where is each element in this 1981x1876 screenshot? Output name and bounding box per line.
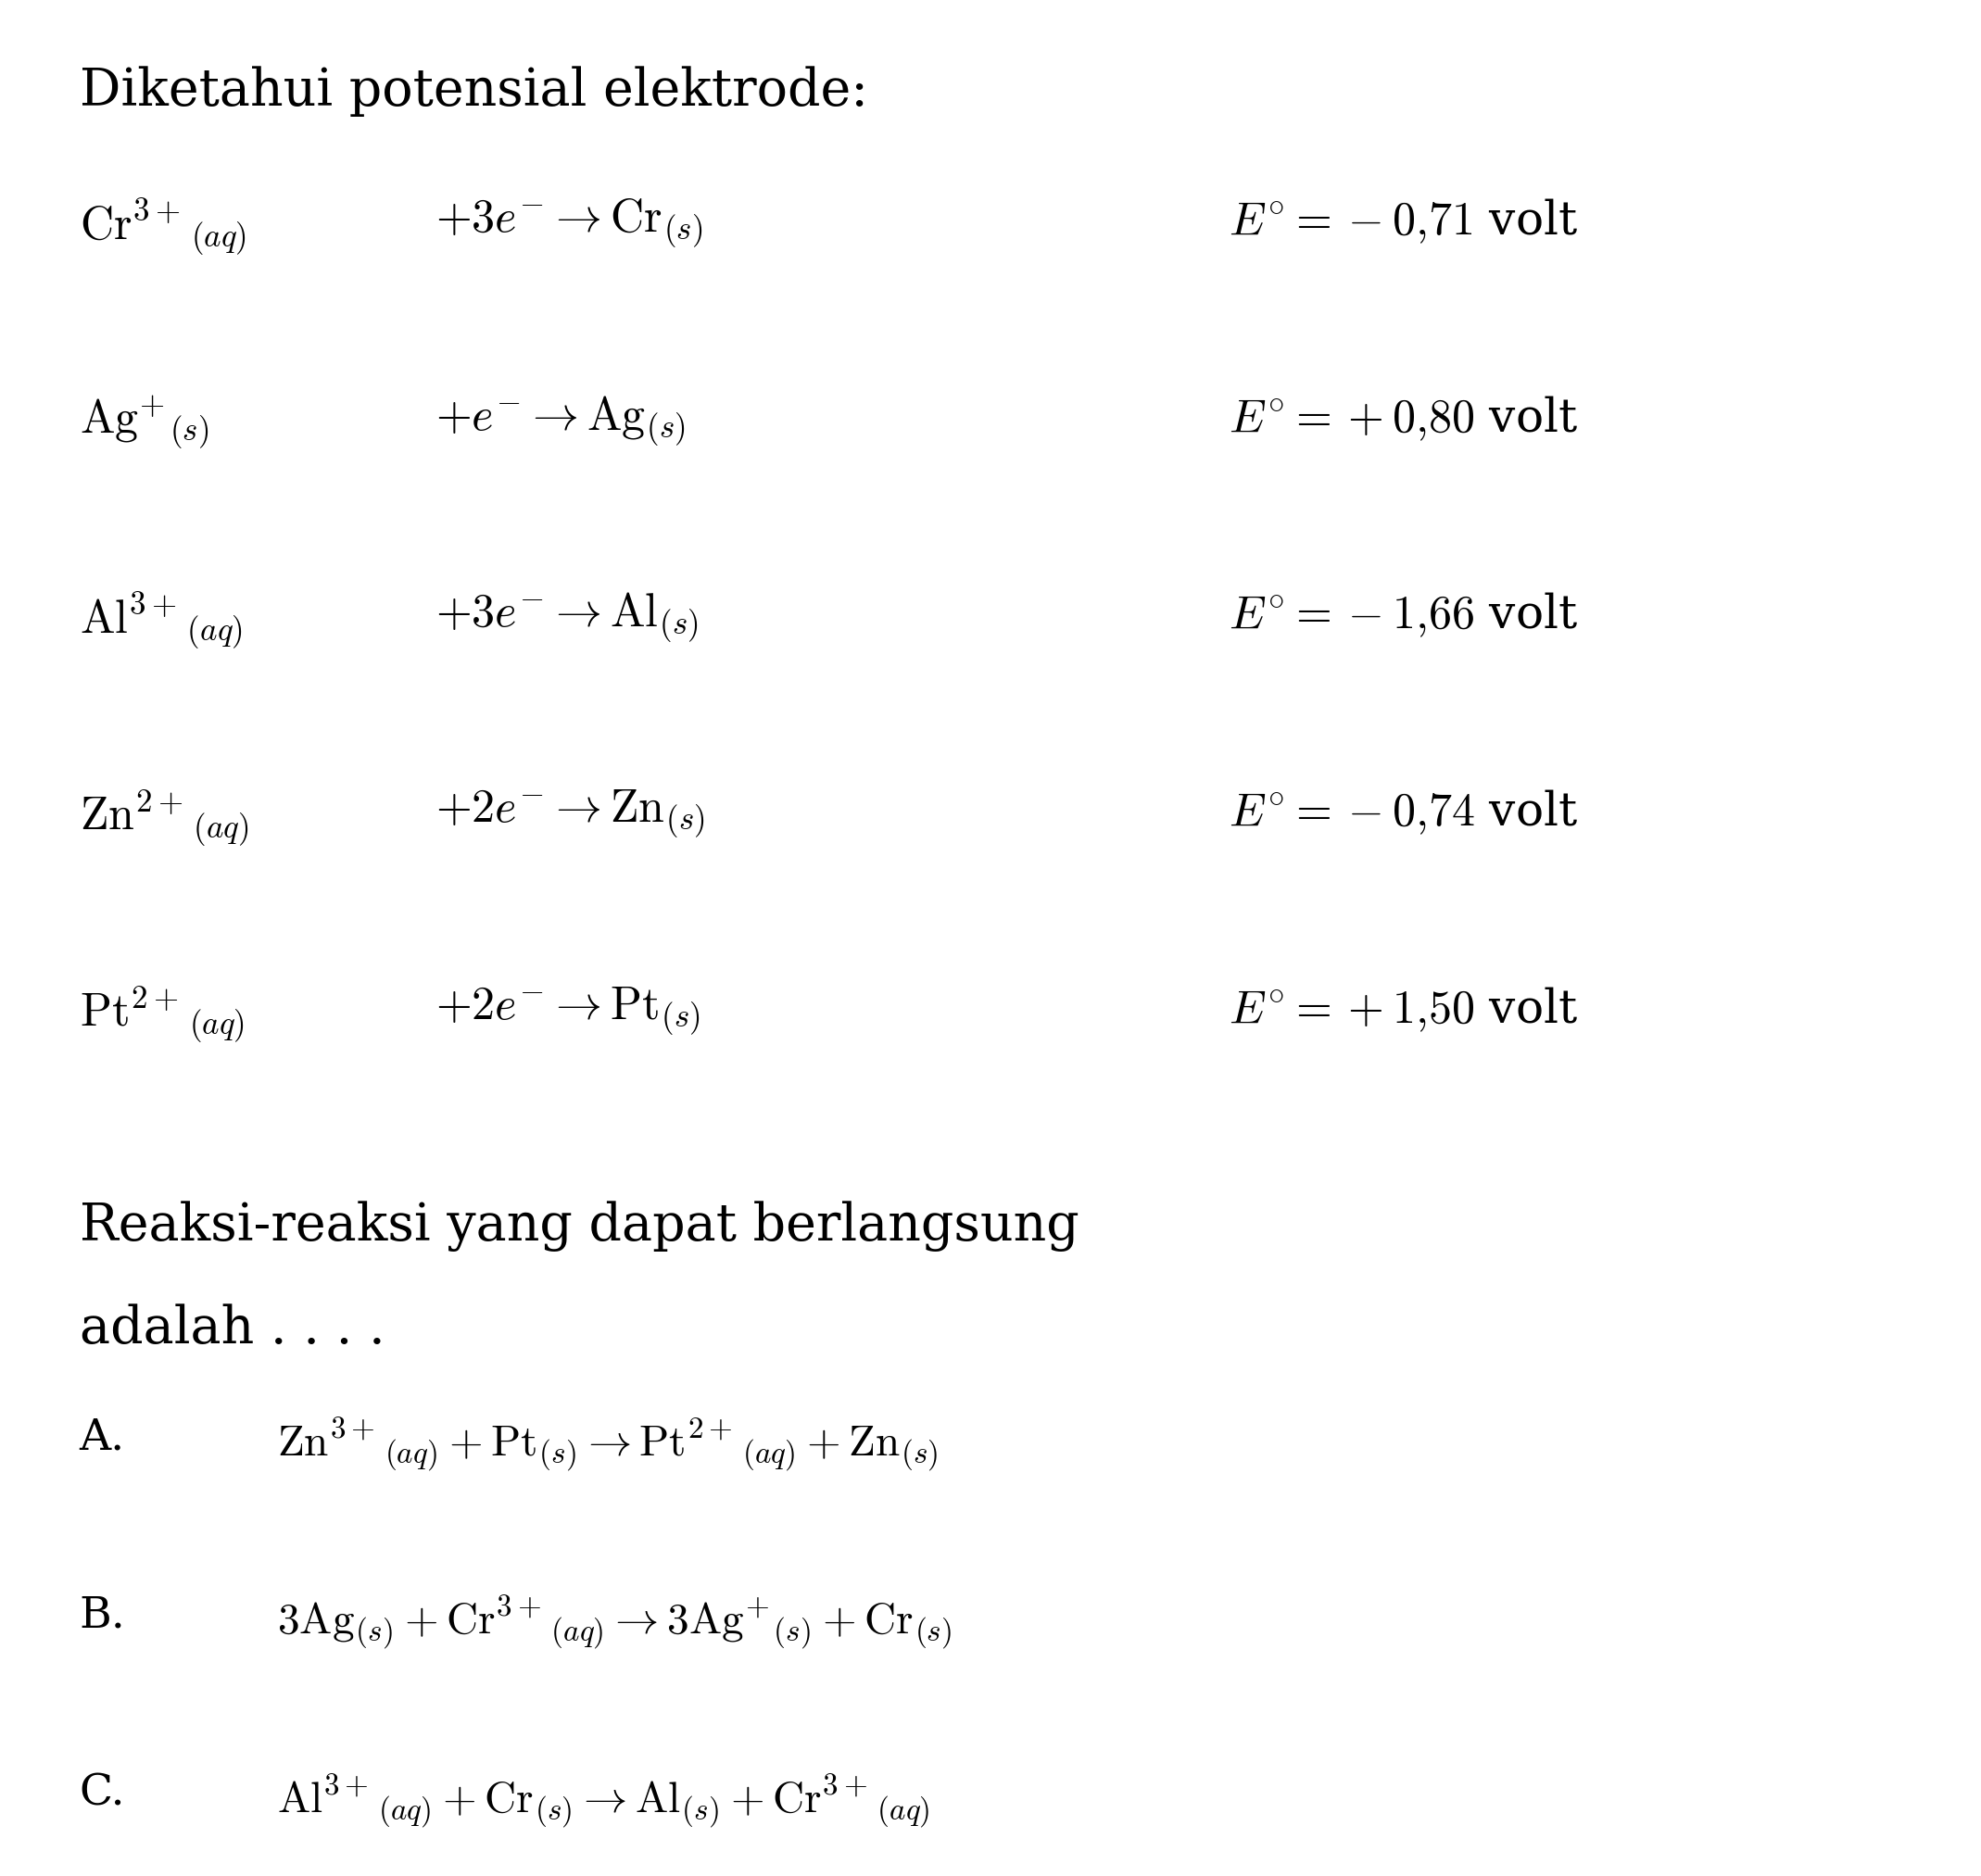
Text: $\mathrm{Al}^{3+}{}_{(aq)} + \mathrm{Cr}_{(s)} \rightarrow \mathrm{Al}_{(s)} + \: $\mathrm{Al}^{3+}{}_{(aq)} + \mathrm{Cr}…: [277, 1773, 931, 1831]
Text: $+ e^{-} \rightarrow \mathrm{Ag}_{(s)}$: $+ e^{-} \rightarrow \mathrm{Ag}_{(s)}$: [436, 394, 685, 448]
Text: $+ 3e^{-} \rightarrow \mathrm{Cr}_{(s)}$: $+ 3e^{-} \rightarrow \mathrm{Cr}_{(s)}$: [436, 197, 703, 250]
Text: $+ 3e^{-} \rightarrow \mathrm{Al}_{(s)}$: $+ 3e^{-} \rightarrow \mathrm{Al}_{(s)}$: [436, 591, 699, 645]
Text: $E^{\circ} = -0{,}71$ volt: $E^{\circ} = -0{,}71$ volt: [1228, 197, 1577, 246]
Text: $+ 2e^{-} \rightarrow \mathrm{Zn}_{(s)}$: $+ 2e^{-} \rightarrow \mathrm{Zn}_{(s)}$: [436, 788, 705, 840]
Text: adalah . . . .: adalah . . . .: [79, 1304, 384, 1354]
Text: $E^{\circ} = -1{,}66$ volt: $E^{\circ} = -1{,}66$ volt: [1228, 591, 1577, 640]
Text: $E^{\circ} = +1{,}50$ volt: $E^{\circ} = +1{,}50$ volt: [1228, 985, 1577, 1034]
Text: $3\mathrm{Ag}_{(s)} + \mathrm{Cr}^{3+}{}_{(aq)} \rightarrow 3\mathrm{Ag}^{+}{}_{: $3\mathrm{Ag}_{(s)} + \mathrm{Cr}^{3+}{}…: [277, 1595, 951, 1653]
Text: $\mathrm{Ag}^{+}{}_{(s)}$: $\mathrm{Ag}^{+}{}_{(s)}$: [79, 394, 208, 450]
Text: $E^{\circ} = +0{,}80$ volt: $E^{\circ} = +0{,}80$ volt: [1228, 394, 1577, 443]
Text: Reaksi-reaksi yang dapat berlangsung: Reaksi-reaksi yang dapat berlangsung: [79, 1201, 1080, 1251]
Text: $\mathrm{Pt}^{2+}{}_{(aq)}$: $\mathrm{Pt}^{2+}{}_{(aq)}$: [79, 985, 244, 1045]
Text: C.: C.: [79, 1773, 125, 1814]
Text: $\mathrm{Cr}^{3+}{}_{(aq)}$: $\mathrm{Cr}^{3+}{}_{(aq)}$: [79, 197, 246, 259]
Text: $E^{\circ} = -0{,}74$ volt: $E^{\circ} = -0{,}74$ volt: [1228, 788, 1577, 837]
Text: B.: B.: [79, 1595, 125, 1636]
Text: $\mathrm{Zn}^{3+}{}_{(aq)} + \mathrm{Pt}_{(s)} \rightarrow \mathrm{Pt}^{2+}{}_{(: $\mathrm{Zn}^{3+}{}_{(aq)} + \mathrm{Pt}…: [277, 1416, 939, 1475]
Text: A.: A.: [79, 1416, 125, 1458]
Text: $+ 2e^{-} \rightarrow \mathrm{Pt}_{(s)}$: $+ 2e^{-} \rightarrow \mathrm{Pt}_{(s)}$: [436, 985, 701, 1037]
Text: $\mathrm{Al}^{3+}{}_{(aq)}$: $\mathrm{Al}^{3+}{}_{(aq)}$: [79, 591, 242, 653]
Text: $\mathrm{Zn}^{2+}{}_{(aq)}$: $\mathrm{Zn}^{2+}{}_{(aq)}$: [79, 788, 248, 848]
Text: Diketahui potensial elektrode:: Diketahui potensial elektrode:: [79, 66, 868, 116]
